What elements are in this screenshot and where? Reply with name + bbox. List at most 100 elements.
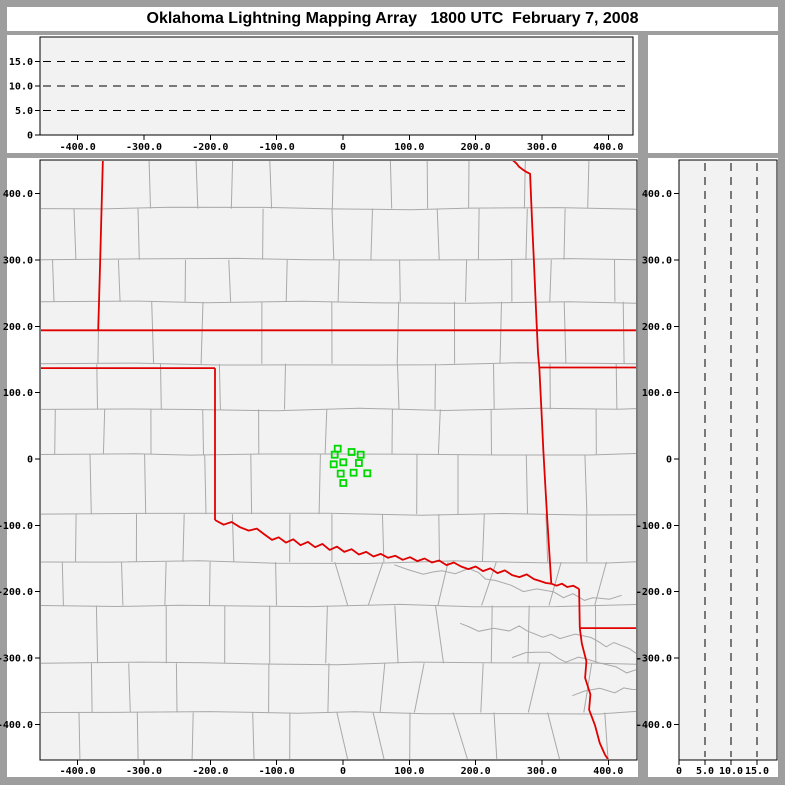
county-line (41, 560, 636, 565)
tick-label: 300.0 (3, 256, 33, 267)
tick-label: -400.0 (636, 720, 672, 731)
state-borders (41, 161, 636, 759)
county-line (337, 259, 340, 302)
tick-label: 5.0 (696, 766, 714, 777)
county-line (262, 208, 264, 260)
river-line (460, 622, 636, 654)
tick-label: -400.0 (0, 720, 33, 731)
county-line (136, 712, 139, 759)
tick-label: 15.0 (745, 766, 769, 777)
plan-view-map-plot-area[interactable] (39, 159, 638, 761)
county-line (41, 710, 636, 715)
county-line (547, 712, 560, 759)
tick-label: -200.0 (0, 587, 33, 598)
state-border-texas-arkansas (578, 588, 581, 629)
county-line (61, 561, 64, 606)
county-line (437, 561, 449, 606)
station-marker (329, 460, 338, 469)
tick-label: 400.0 (642, 189, 672, 200)
county-line (367, 561, 384, 606)
tick-label: 300.0 (642, 256, 672, 267)
county-line (90, 663, 93, 713)
county-line (480, 663, 484, 713)
county-line (545, 514, 549, 563)
county-line (585, 514, 588, 563)
tick-label: 400.0 (3, 189, 33, 200)
tick-label: -300.0 (126, 766, 162, 777)
county-line (191, 712, 194, 759)
county-line (413, 663, 425, 713)
county-line (73, 208, 77, 260)
ew-altitude-axes: -400.0 -300.0 -200.0 -100.0 0 100.0 200.0 300.0… (9, 57, 623, 153)
county-line (202, 409, 204, 455)
county-line (117, 259, 121, 302)
county-line (331, 161, 334, 209)
county-line (275, 561, 277, 606)
county-line (41, 257, 636, 261)
station-marker (339, 479, 348, 487)
county-line (75, 514, 77, 563)
county-line (615, 363, 618, 410)
county-line (102, 409, 106, 455)
station-marker (354, 459, 363, 467)
county-line (41, 661, 636, 666)
county-line (622, 301, 625, 364)
county-line (525, 454, 528, 515)
tick-label: 400.0 (593, 142, 623, 153)
altitude-gridlines-ns (704, 163, 758, 757)
county-line (218, 363, 221, 410)
county-line (499, 301, 502, 364)
station-marker (330, 450, 339, 459)
county-line (200, 301, 204, 364)
station-marker (356, 450, 365, 459)
county-line (285, 259, 288, 302)
county-line (284, 363, 286, 410)
county-line (523, 161, 526, 209)
county-line (397, 363, 400, 410)
ns-altitude-axes: 0 5.0 10.0 15.0 400.0 300.0 200.0 100.0 0 -100.0 -… (636, 189, 769, 777)
county-line (563, 208, 566, 260)
altitude-vs-north-south-plot-area[interactable] (678, 159, 778, 761)
county-line (95, 605, 99, 664)
river-line (511, 651, 636, 674)
county-line (164, 561, 167, 606)
county-line (452, 712, 468, 759)
county-line (465, 259, 468, 302)
county-line (436, 208, 440, 260)
tick-label: 400.0 (593, 766, 623, 777)
tick-label: 0 (27, 455, 33, 466)
county-line (54, 409, 56, 455)
state-border-texas-louisiana (578, 627, 609, 759)
county-line (379, 663, 386, 713)
tick-label: 200.0 (642, 322, 672, 333)
tick-label: 10.0 (719, 766, 743, 777)
county-line (269, 161, 273, 209)
county-line (195, 161, 199, 209)
county-line (41, 206, 636, 211)
county-line (481, 561, 497, 606)
county-line (370, 208, 373, 260)
title-bar: Oklahoma Lightning Mapping Array 1800 UT… (7, 7, 778, 31)
tick-label: 100.0 (394, 142, 424, 153)
tick-label: -200.0 (192, 142, 228, 153)
blank-panel-panel (648, 35, 778, 153)
county-line (438, 514, 440, 563)
county-line (228, 259, 232, 302)
county-line (144, 454, 147, 515)
station-marker (363, 469, 372, 478)
county-line (396, 301, 400, 364)
county-line (137, 208, 140, 260)
county-line (399, 259, 401, 302)
county-line (182, 514, 185, 563)
county-line (481, 514, 485, 563)
station-marker (336, 469, 345, 478)
county-line (372, 712, 385, 759)
tick-label: -400.0 (60, 142, 96, 153)
altitude-gridlines-ew (43, 60, 631, 111)
tick-label: 15.0 (9, 57, 33, 68)
station-marker (347, 448, 356, 456)
county-line (324, 409, 328, 455)
county-line (563, 301, 567, 364)
county-line (121, 561, 124, 606)
